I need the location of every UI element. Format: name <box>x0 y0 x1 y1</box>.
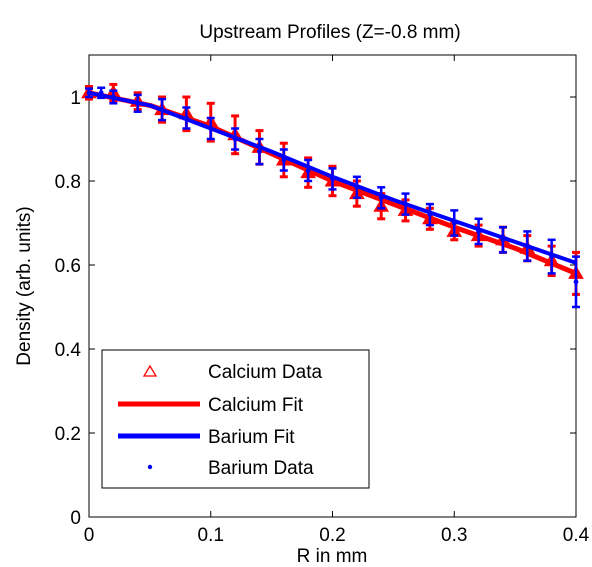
barium-data-point <box>257 149 262 155</box>
barium-data-point <box>135 100 141 106</box>
x-tick-label: 0.1 <box>198 525 224 546</box>
barium-data-point <box>549 254 555 259</box>
legend-label-calcium-fit: Calcium Fit <box>208 395 304 416</box>
barium-data-point <box>354 184 360 190</box>
y-tick-label: 0.4 <box>55 340 82 361</box>
legend-label-calcium-data: Calcium Data <box>208 362 322 383</box>
barium-data-point <box>208 126 214 131</box>
y-tick-label: 0 <box>70 508 81 529</box>
barium-data-point <box>451 220 457 226</box>
barium-data-point <box>281 157 287 163</box>
barium-data-point <box>86 90 92 96</box>
axis-ticks: 0 0.1 0.2 0.3 0.4 0 0.2 0.4 0.6 0.8 1 <box>55 55 590 546</box>
y-axis-label: Density (arb. units) <box>14 206 35 365</box>
barium-data-point <box>232 136 238 142</box>
barium-data-point <box>110 94 116 100</box>
y-tick-label: 0.8 <box>55 172 81 193</box>
y-tick-label: 0.6 <box>55 256 81 277</box>
barium-data-point <box>476 229 481 234</box>
x-tick-label: 0.4 <box>563 525 590 546</box>
x-tick-label: 0.2 <box>319 525 345 546</box>
legend-marker-calcium-data <box>142 364 158 377</box>
barium-data-point <box>330 176 335 182</box>
barium-data-point <box>184 115 189 121</box>
barium-data-point <box>98 90 104 96</box>
barium-data-point <box>427 212 433 218</box>
legend-label-barium-data: Barium Data <box>208 458 314 479</box>
barium-data-point <box>500 237 506 243</box>
legend: Calcium Data Calcium Fit Barium Fit Bari… <box>101 349 370 489</box>
barium-data-point <box>403 201 408 207</box>
barium-data-point <box>159 107 165 112</box>
barium-data-point <box>305 168 311 173</box>
y-tick-label: 1 <box>70 88 81 109</box>
barium-data-point <box>378 195 384 201</box>
barium-data-point <box>524 243 530 249</box>
x-tick-label: 0 <box>84 525 95 546</box>
legend-marker-barium-data <box>147 464 153 470</box>
x-axis-label: R in mm <box>297 546 368 567</box>
y-tick-label: 0.2 <box>55 424 81 445</box>
legend-label-barium-fit: Barium Fit <box>208 427 295 448</box>
chart-title: Upstream Profiles (Z=-0.8 mm) <box>199 22 460 43</box>
x-tick-label: 0.3 <box>441 525 467 546</box>
data-marks <box>81 82 584 309</box>
barium-data-point <box>573 279 579 285</box>
